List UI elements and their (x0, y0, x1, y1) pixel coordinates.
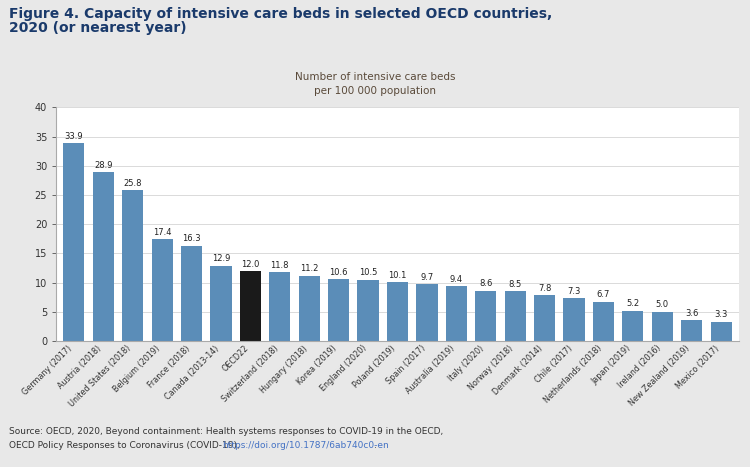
Text: 5.2: 5.2 (626, 299, 640, 308)
Bar (446, 286, 467, 341)
Bar (476, 290, 496, 341)
Text: 7.3: 7.3 (567, 287, 580, 296)
Bar (652, 312, 673, 341)
Text: 16.3: 16.3 (182, 234, 201, 243)
Text: .: . (374, 441, 377, 450)
Text: 6.7: 6.7 (597, 290, 610, 299)
Text: 10.6: 10.6 (329, 268, 348, 276)
Text: 2020 (or nearest year): 2020 (or nearest year) (9, 21, 187, 35)
Bar (358, 280, 379, 341)
Text: 28.9: 28.9 (94, 161, 112, 170)
Bar (63, 143, 85, 341)
Bar (681, 320, 702, 341)
Text: 8.5: 8.5 (509, 280, 522, 289)
Bar (622, 311, 644, 341)
Bar (387, 282, 408, 341)
Bar (505, 291, 526, 341)
Bar (710, 322, 732, 341)
Text: Figure 4. Capacity of intensive care beds in selected OECD countries,: Figure 4. Capacity of intensive care bed… (9, 7, 552, 21)
Text: 11.2: 11.2 (300, 264, 319, 273)
Text: 9.7: 9.7 (420, 273, 434, 282)
Text: 11.8: 11.8 (271, 261, 289, 269)
Text: 8.6: 8.6 (479, 279, 493, 288)
Bar (122, 190, 143, 341)
Text: Number of intensive care beds
per 100 000 population: Number of intensive care beds per 100 00… (295, 72, 455, 96)
Text: 3.3: 3.3 (715, 310, 728, 319)
Bar (328, 279, 350, 341)
Text: 10.5: 10.5 (359, 268, 377, 277)
Bar (181, 246, 203, 341)
Bar (592, 302, 614, 341)
Bar (563, 298, 584, 341)
Bar (534, 295, 555, 341)
Bar (240, 271, 261, 341)
Text: 17.4: 17.4 (153, 228, 172, 237)
Bar (269, 272, 290, 341)
Text: 12.0: 12.0 (242, 260, 260, 269)
Text: 25.8: 25.8 (124, 179, 142, 188)
Text: https://doi.org/10.1787/6ab740c0-en: https://doi.org/10.1787/6ab740c0-en (222, 441, 389, 450)
Bar (416, 284, 437, 341)
Text: OECD Policy Responses to Coronavirus (COVID-19),: OECD Policy Responses to Coronavirus (CO… (9, 441, 243, 450)
Bar (298, 276, 320, 341)
Text: 9.4: 9.4 (450, 275, 463, 283)
Text: 10.1: 10.1 (388, 270, 406, 280)
Bar (152, 239, 172, 341)
Text: 3.6: 3.6 (685, 309, 698, 318)
Text: Source: OECD, 2020, Beyond containment: Health systems responses to COVID-19 in : Source: OECD, 2020, Beyond containment: … (9, 427, 443, 436)
Text: 12.9: 12.9 (211, 254, 230, 263)
Bar (93, 172, 114, 341)
Text: 7.8: 7.8 (538, 284, 551, 293)
Text: 33.9: 33.9 (64, 132, 83, 141)
Text: 5.0: 5.0 (656, 300, 669, 309)
Bar (211, 266, 232, 341)
